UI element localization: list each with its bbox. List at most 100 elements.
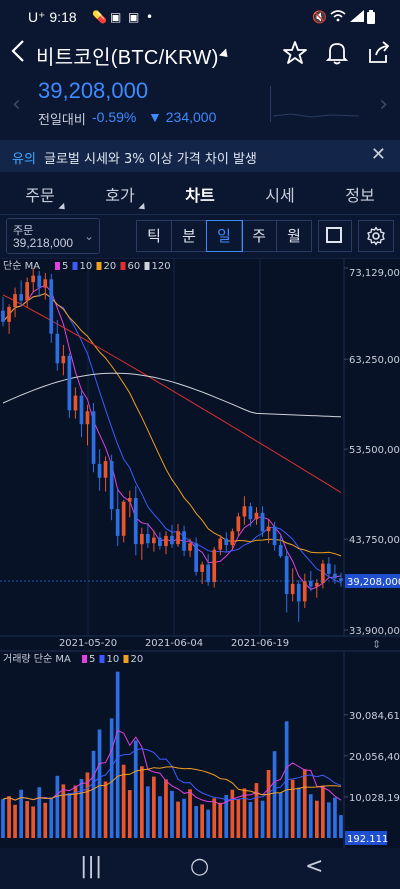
fullscreen-button[interactable] [318,220,352,252]
candle-body [188,543,192,551]
volume-ma-lines [2,729,342,805]
system-navbar: ||| ○ < [0,848,400,889]
nav-back-button[interactable]: < [305,854,324,879]
volume-bar [158,796,162,838]
date-tick-label-2: 2021-06-19 [231,638,289,649]
volume-bar [61,784,66,838]
volume-legend-label-10: 10 [107,654,120,665]
tab-quotes[interactable]: 시세 [265,186,295,205]
volume-ma-legend: 거래량 단순 MA 5 10 20 [3,653,143,665]
home-button[interactable]: ○ [190,854,210,879]
volume-bar [170,790,174,838]
chart-background [0,258,400,848]
candle-body [67,355,72,411]
candle-body [230,531,235,546]
tab-orderbook[interactable]: 호가 [85,182,155,213]
period-day-button[interactable]: 일 [206,220,243,252]
volume-bar [73,785,78,838]
candle-body [266,526,271,532]
volume-bar [296,787,301,838]
volume-bar [176,801,180,838]
candle-body [115,509,120,536]
volume-bar [140,766,144,838]
volume-ma-5-line [2,729,342,805]
recents-button[interactable]: ||| [80,854,103,879]
volume-bar [248,802,253,838]
star-icon[interactable] [282,40,308,66]
carrier-label: U⁺ [28,9,46,25]
volume-bar [67,793,72,838]
volume-bar [260,800,265,838]
candle-body [182,531,186,551]
volume-legend-title: 거래량 단순 MA [3,653,71,665]
next-coin-icon[interactable]: › [379,92,388,117]
volume-bar [212,798,217,838]
price-tick-label-1: 63,250,000 [349,355,400,366]
candle-body [170,535,174,545]
main-tabs: 주문 호가 차트 시세 정보 [0,172,400,215]
tab-chart[interactable]: 차트 [185,186,215,205]
price-volume-chart[interactable]: 단순 MA 5 10 20 60 120 73,129,000 63,250,000 53,5… [0,258,400,848]
chevron-down-icon: ⌄ [83,229,94,243]
current-price: 39,208,000 [38,78,149,103]
volume-tick-label-0: 30,084,611 [349,711,400,722]
candle-body [272,526,277,546]
tab-info[interactable]: 정보 [345,186,375,205]
date-axis: 2021-05-20 2021-06-04 2021-06-19 ⇕ [59,638,381,651]
period-week-button[interactable]: 주 [242,221,277,251]
candles [1,268,343,622]
candle-body [176,531,180,545]
candle-body [158,537,162,546]
volume-axis: 30,084,611 20,056,404 10,028,197 192.111 [0,650,400,848]
candle-body [296,583,301,602]
prev-coin-icon[interactable]: ‹ [12,92,21,117]
volume-tick-label-1: 20,056,404 [349,752,400,763]
app-icon: ▣ [128,10,140,24]
mute-icon: 🔇 [312,10,327,24]
order-price-select[interactable]: 주문 39,218,000 ⌄ [6,218,100,254]
legend-label-5: 5 [62,261,68,272]
period-month-button[interactable]: 월 [287,227,301,245]
share-icon[interactable] [366,40,392,66]
candle-body [73,395,78,411]
chat-icon: ▣ [110,10,122,24]
candle-body [260,512,265,532]
candle-body [127,498,132,502]
status-carrier-time: U⁺ 9:18 [28,9,77,26]
candle-body [91,411,96,464]
page-title[interactable]: 비트코인(BTC/KRW) [36,47,219,69]
volume-legend-label-5: 5 [89,654,95,665]
candle-body [37,275,42,288]
candle-body [97,463,102,478]
volume-bar [31,806,35,838]
change-percent: -0.59% [92,109,137,125]
status-bar: U⁺ 9:18 💊 ▣ ▣ • 🔇 [0,0,400,34]
candle-body [1,310,5,322]
price-grid [0,258,400,637]
period-tick-button[interactable]: 틱 [137,221,172,251]
back-button[interactable] [10,38,26,71]
candle-body [7,307,11,322]
period-minute-button[interactable]: 분 [172,221,207,251]
close-icon[interactable]: ✕ [370,144,386,165]
legend-swatch-5 [55,262,60,270]
settings-button[interactable] [358,220,394,252]
gear-icon [367,226,385,246]
signal-icon [350,10,364,25]
candle-body [55,333,60,364]
volume-bar [254,783,259,838]
volume-bar [315,800,319,838]
notice-tag: 유의 [12,152,36,167]
legend-label-120: 120 [152,261,171,272]
candle-body [103,461,108,478]
bell-icon[interactable] [324,40,350,66]
status-time: 9:18 [49,9,77,25]
candle-body [25,282,29,301]
volume-bar [133,740,138,838]
title-dropdown-icon[interactable] [218,48,232,61]
volume-current-tag [345,831,387,845]
tab-order[interactable]: 주문 [5,182,75,213]
price-ma-legend: 단순 MA 5 10 20 60 120 [3,260,171,272]
volume-bar [7,796,11,838]
ticker-summary: ‹ 39,208,000 전일대비 -0.59% ▼ 234,000 › [0,74,400,134]
